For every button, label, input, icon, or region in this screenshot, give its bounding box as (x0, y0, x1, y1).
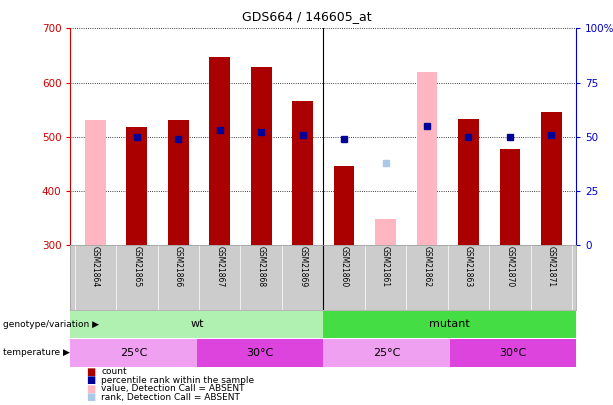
Text: mutant: mutant (430, 320, 470, 329)
Text: ■: ■ (86, 367, 95, 377)
Bar (126, 127, 147, 245)
Bar (197, 339, 324, 367)
Text: GSM21863: GSM21863 (464, 246, 473, 288)
Text: rank, Detection Call = ABSENT: rank, Detection Call = ABSENT (101, 393, 240, 402)
Text: GDS664 / 146605_at: GDS664 / 146605_at (242, 10, 371, 23)
Bar (500, 149, 520, 245)
Bar (333, 166, 354, 245)
Bar (168, 120, 189, 245)
Bar (251, 67, 272, 245)
Text: GSM21867: GSM21867 (215, 246, 224, 288)
Bar (375, 219, 396, 245)
Text: 30°C: 30°C (246, 348, 274, 358)
Bar (417, 72, 437, 245)
Bar (324, 339, 450, 367)
Text: 25°C: 25°C (120, 348, 147, 358)
Text: 25°C: 25°C (373, 348, 400, 358)
Text: GSM21871: GSM21871 (547, 246, 556, 288)
Bar (450, 339, 576, 367)
Text: GSM21860: GSM21860 (340, 246, 349, 288)
Bar (458, 119, 479, 245)
Text: GSM21868: GSM21868 (257, 246, 265, 288)
Bar (70, 311, 324, 338)
Bar (70, 339, 197, 367)
Text: GSM21864: GSM21864 (91, 246, 100, 288)
Text: ■: ■ (86, 375, 95, 385)
Text: GSM21865: GSM21865 (132, 246, 142, 288)
Text: ■: ■ (86, 384, 95, 394)
Text: genotype/variation ▶: genotype/variation ▶ (3, 320, 99, 329)
Text: percentile rank within the sample: percentile rank within the sample (101, 376, 254, 385)
Text: value, Detection Call = ABSENT: value, Detection Call = ABSENT (101, 384, 245, 393)
Bar (210, 57, 230, 245)
Bar (324, 311, 576, 338)
Text: GSM21862: GSM21862 (422, 246, 432, 288)
Bar (85, 120, 105, 245)
Text: ■: ■ (86, 392, 95, 402)
Bar (541, 112, 562, 245)
Text: count: count (101, 367, 127, 376)
Text: temperature ▶: temperature ▶ (3, 348, 70, 357)
Text: GSM21870: GSM21870 (505, 246, 514, 288)
Bar (292, 102, 313, 245)
Text: wt: wt (190, 320, 204, 329)
Text: GSM21869: GSM21869 (298, 246, 307, 288)
Text: GSM21866: GSM21866 (173, 246, 183, 288)
Text: GSM21861: GSM21861 (381, 246, 390, 288)
Text: 30°C: 30°C (500, 348, 527, 358)
